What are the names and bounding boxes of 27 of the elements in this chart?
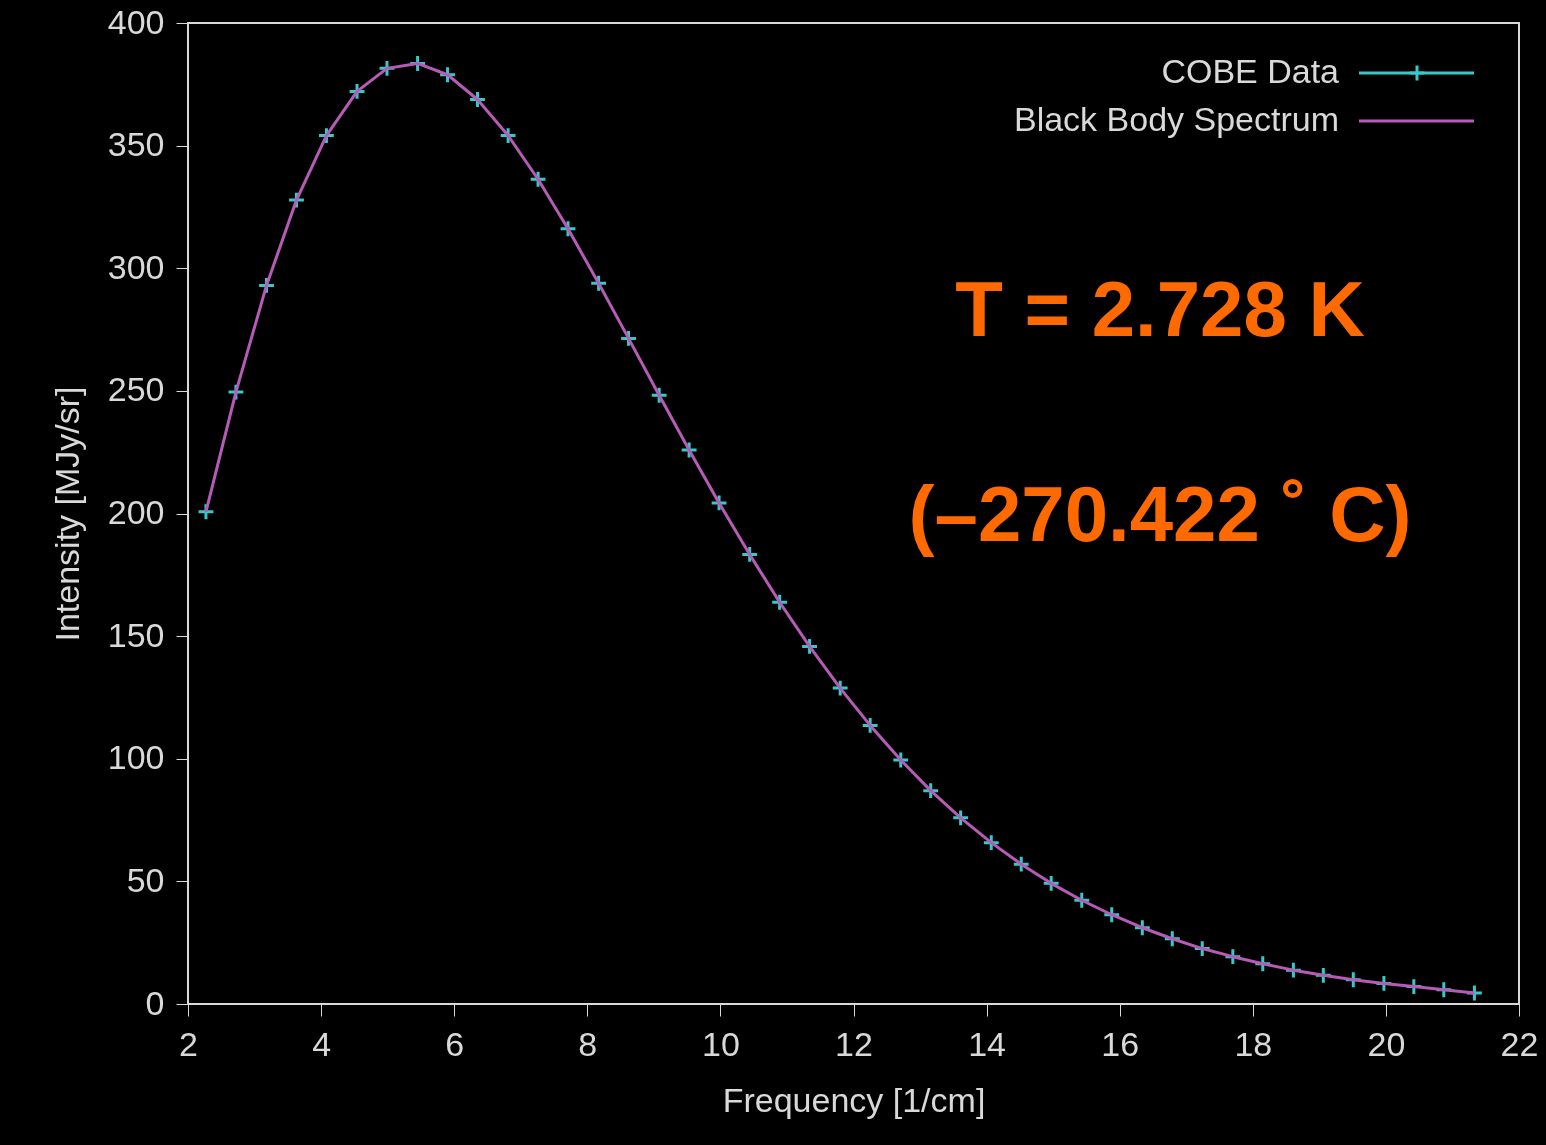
legend-label: Black Body Spectrum <box>1013 100 1339 138</box>
x-tick-label: 18 <box>1234 1024 1273 1063</box>
y-axis-title: Intensity [MJy/sr] <box>47 386 86 642</box>
y-tick-label: 100 <box>107 738 165 777</box>
x-tick-label: 20 <box>1367 1024 1406 1063</box>
x-tick-label: 6 <box>445 1024 465 1063</box>
x-tick-label: 10 <box>701 1024 740 1063</box>
y-tick-label: 0 <box>145 983 165 1022</box>
x-tick-label: 22 <box>1500 1024 1539 1063</box>
x-tick-label: 8 <box>578 1024 598 1063</box>
y-tick-label: 250 <box>107 370 165 409</box>
y-tick-label: 350 <box>107 125 165 164</box>
x-tick-label: 4 <box>312 1024 332 1063</box>
x-tick-label: 2 <box>179 1024 198 1063</box>
x-tick-label: 16 <box>1101 1024 1140 1063</box>
x-tick-label: 12 <box>835 1024 873 1063</box>
annotation: T = 2.728 K <box>955 265 1365 353</box>
y-tick-label: 200 <box>107 493 165 531</box>
x-tick-label: 14 <box>968 1024 1007 1063</box>
annotation: (–270.422 ˚ C) <box>908 470 1412 558</box>
y-tick-label: 400 <box>107 2 165 41</box>
y-tick-label: 150 <box>107 615 165 654</box>
x-axis-title: Frequency [1/cm] <box>722 1080 986 1119</box>
y-tick-label: 50 <box>126 860 165 899</box>
y-tick-label: 300 <box>107 247 165 286</box>
legend-label: COBE Data <box>1161 52 1340 90</box>
line-series <box>204 61 1476 995</box>
